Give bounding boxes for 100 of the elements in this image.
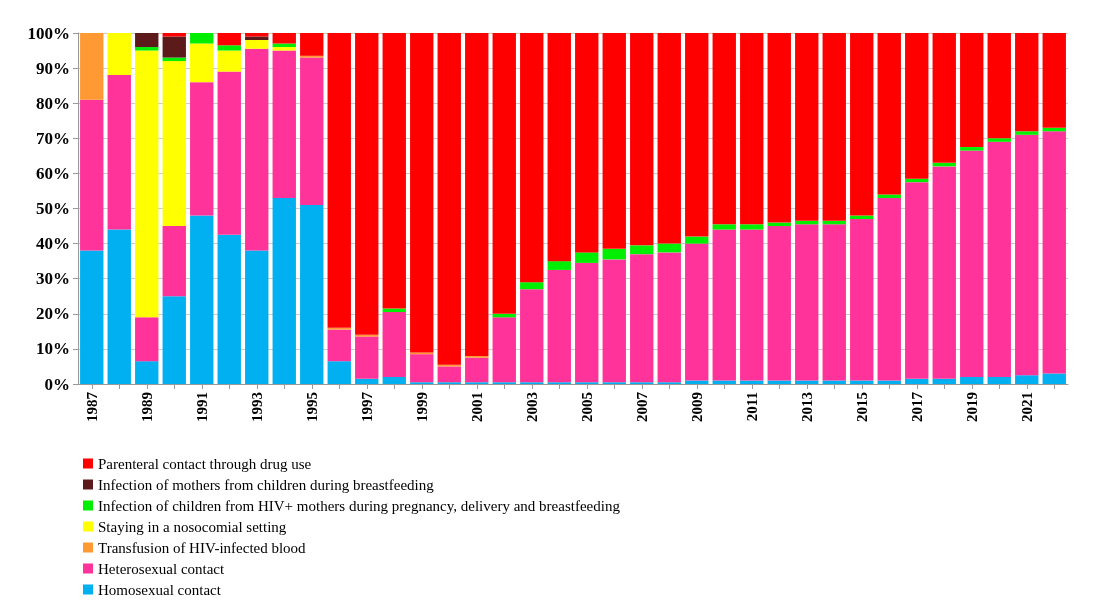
bar [327, 361, 351, 384]
bar [355, 378, 379, 384]
x-tick-label: 2013 [798, 392, 815, 422]
legend-label: Infection of mothers from children during breastfeeding [98, 476, 435, 493]
y-tick-label: 40% [36, 234, 70, 254]
bar [162, 36, 186, 58]
bar [575, 33, 599, 253]
bar [905, 33, 929, 179]
legend-label: Homosexual contact [98, 581, 222, 598]
y-tick-label: 70% [36, 128, 70, 148]
bar [492, 317, 516, 383]
bar [602, 259, 626, 383]
bar [245, 48, 269, 251]
bar [987, 33, 1011, 139]
bar [1042, 373, 1066, 384]
legend-label: Heterosexual contact [98, 560, 226, 577]
bar [877, 194, 901, 198]
bar [135, 50, 159, 318]
bar [355, 33, 379, 335]
y-tick-label: 50% [36, 199, 70, 218]
bar [410, 33, 434, 353]
bar [245, 40, 269, 49]
bar [960, 33, 984, 148]
y-tick-label: 100% [27, 23, 70, 43]
bar [355, 336, 379, 379]
bar [822, 224, 846, 381]
x-tick-label: 2011 [743, 392, 760, 422]
x-tick-label: 2015 [853, 392, 870, 422]
bar [107, 75, 131, 230]
bar [300, 57, 324, 205]
x-tick-label: 2005 [578, 392, 595, 422]
bar [822, 380, 846, 384]
bar [217, 45, 241, 51]
bar [685, 236, 709, 244]
bar [410, 354, 434, 383]
bar [1042, 131, 1066, 374]
bar [905, 378, 929, 384]
bar [630, 254, 654, 383]
x-tick-label: 1997 [358, 391, 375, 422]
legend-label: Parenteral contact through drug use [98, 455, 312, 472]
bar [932, 33, 956, 163]
bar [520, 33, 544, 283]
x-tick-label: 1999 [413, 392, 430, 422]
bar [190, 82, 214, 216]
bar [547, 261, 571, 270]
bar [877, 197, 901, 381]
bar [712, 224, 736, 230]
x-tick-label: 2001 [468, 392, 485, 422]
y-tick-label: 10% [36, 339, 70, 359]
bar [107, 229, 131, 384]
bar [217, 234, 241, 384]
bar [190, 215, 214, 384]
bar [905, 182, 929, 379]
bar [740, 380, 764, 384]
bar [135, 361, 159, 384]
bar [575, 262, 599, 383]
bar [685, 380, 709, 384]
bar [712, 229, 736, 381]
bar [162, 61, 186, 227]
bar [850, 219, 874, 381]
bar [217, 50, 241, 72]
bar [987, 138, 1011, 142]
x-tick-label: 2021 [1018, 392, 1035, 422]
bar [272, 197, 296, 384]
x-tick-label: 2003 [523, 392, 540, 422]
bar [272, 47, 296, 51]
bar [575, 252, 599, 263]
bar [492, 33, 516, 314]
legend-label: Infection of children from HIV+ mothers during pregnancy, delivery and breastfeeding [98, 497, 621, 514]
bar [960, 376, 984, 384]
bar [767, 226, 791, 381]
bar [300, 33, 324, 56]
bar [657, 33, 681, 244]
bar [712, 33, 736, 225]
bar [382, 33, 406, 309]
bar [712, 380, 736, 384]
y-tick-label: 80% [36, 93, 70, 113]
bar [795, 380, 819, 384]
bar [245, 250, 269, 384]
bar [932, 378, 956, 384]
bar [437, 33, 461, 365]
legend-label: Staying in a nosocomial setting [98, 518, 287, 535]
y-tick-label: 90% [36, 58, 70, 78]
x-tick-label: 1993 [248, 392, 265, 422]
bar [685, 33, 709, 237]
x-tick-label: 1995 [303, 392, 320, 422]
bar [877, 33, 901, 195]
bar [135, 317, 159, 362]
y-tick-label: 60% [36, 163, 70, 183]
bar [217, 33, 241, 46]
x-tick-label: 2009 [688, 392, 705, 422]
bar [382, 312, 406, 377]
bar [135, 47, 159, 51]
x-tick-label: 1989 [138, 392, 155, 422]
bar [272, 33, 296, 44]
bar [630, 33, 654, 246]
bar [767, 33, 791, 223]
y-tick-label: 20% [36, 304, 70, 324]
bar [547, 269, 571, 383]
bar [190, 33, 214, 44]
